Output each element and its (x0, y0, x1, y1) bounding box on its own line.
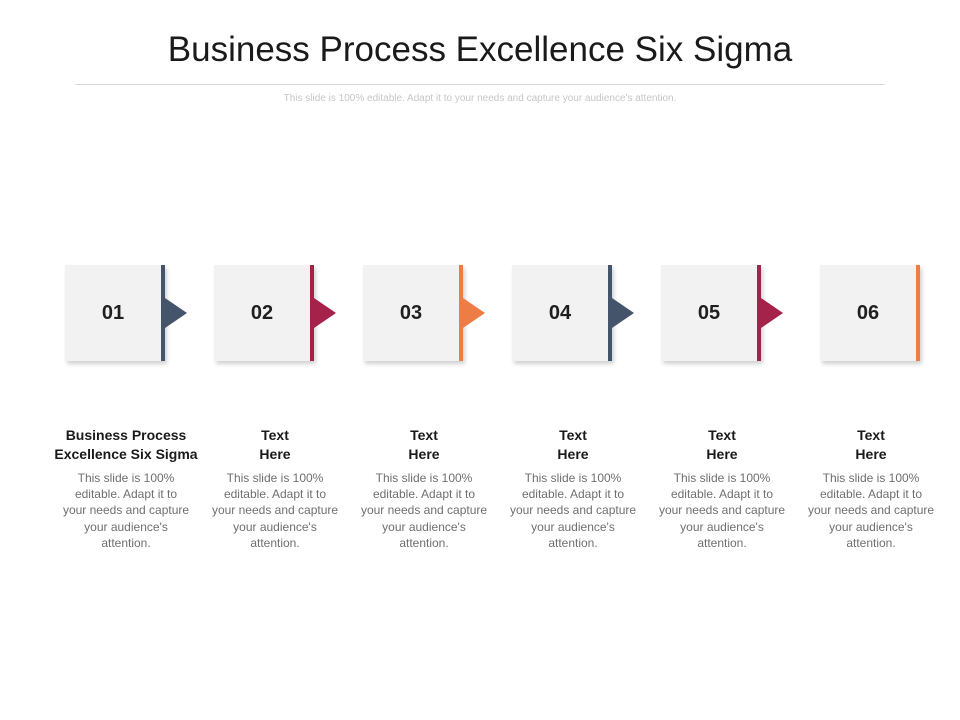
step-number: 04 (548, 301, 572, 324)
step-card: 01 (65, 265, 187, 361)
step-arrow-icon (612, 298, 634, 328)
step-card: 05 (661, 265, 783, 361)
step-card: 06 (820, 265, 920, 361)
step-description: This slide is 100% editable. Adapt it to… (658, 471, 786, 550)
slide-title: Business Process Excellence Six Sigma (167, 30, 793, 69)
step-description: This slide is 100% editable. Adapt it to… (62, 471, 190, 550)
slide-subtitle: This slide is 100% editable. Adapt it to… (283, 93, 677, 104)
step-accent-bar (310, 265, 314, 361)
title-divider (75, 84, 885, 85)
step-number: 03 (399, 301, 423, 324)
step-heading: Text Here (408, 427, 440, 462)
step-card: 03 (363, 265, 485, 361)
step-card: 02 (214, 265, 336, 361)
step-number: 01 (101, 301, 125, 324)
step-heading: Text Here (557, 427, 589, 462)
step-accent-bar (916, 265, 920, 361)
step-heading: Business Process Excellence Six Sigma (54, 427, 198, 462)
step-arrow-icon (314, 298, 336, 328)
step-description: This slide is 100% editable. Adapt it to… (509, 471, 637, 550)
step-accent-bar (608, 265, 612, 361)
step-heading: Text Here (855, 427, 887, 462)
step-arrow-icon (463, 298, 485, 328)
step-description: This slide is 100% editable. Adapt it to… (211, 471, 339, 550)
step-heading: Text Here (259, 427, 291, 462)
step-number: 06 (856, 301, 880, 324)
step-accent-bar (459, 265, 463, 361)
step-description: This slide is 100% editable. Adapt it to… (807, 471, 935, 550)
step-arrow-icon (165, 298, 187, 328)
step-description: This slide is 100% editable. Adapt it to… (360, 471, 488, 550)
step-accent-bar (161, 265, 165, 361)
step-number: 02 (250, 301, 274, 324)
step-card: 04 (512, 265, 634, 361)
step-number: 05 (697, 301, 721, 324)
step-arrow-icon (761, 298, 783, 328)
step-heading: Text Here (706, 427, 738, 462)
step-accent-bar (757, 265, 761, 361)
